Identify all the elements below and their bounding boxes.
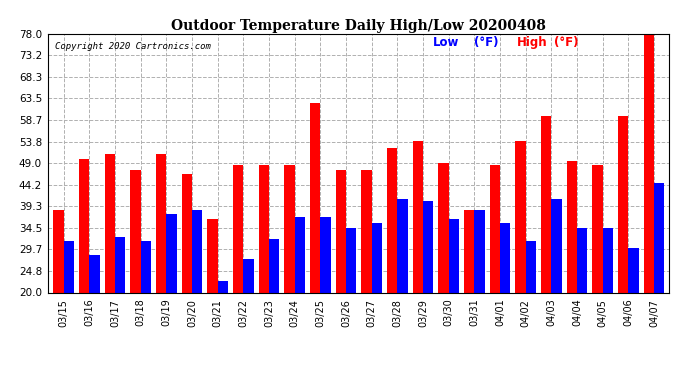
Text: High: High [518, 36, 548, 50]
Bar [448, 219, 459, 375]
Bar [413, 141, 423, 375]
Bar [156, 154, 166, 375]
Bar [362, 170, 372, 375]
Bar [464, 210, 474, 375]
Bar [181, 174, 192, 375]
Bar [346, 228, 356, 375]
Bar [372, 224, 382, 375]
Bar [295, 217, 305, 375]
Bar [269, 239, 279, 375]
Bar [53, 210, 63, 375]
Bar [233, 165, 244, 375]
Bar [551, 199, 562, 375]
Bar [423, 201, 433, 375]
Bar [515, 141, 526, 375]
Bar [618, 116, 628, 375]
Bar [166, 214, 177, 375]
Bar [438, 163, 449, 375]
Bar [397, 199, 408, 375]
Bar [284, 165, 295, 375]
Bar [320, 217, 331, 375]
Title: Outdoor Temperature Daily High/Low 20200408: Outdoor Temperature Daily High/Low 20200… [171, 19, 546, 33]
Bar [500, 224, 510, 375]
Bar [628, 248, 638, 375]
Bar [541, 116, 551, 375]
Bar [115, 237, 126, 375]
Bar [105, 154, 115, 375]
Text: (°F): (°F) [555, 36, 579, 50]
Bar [566, 161, 577, 375]
Bar [244, 259, 254, 375]
Bar [310, 103, 320, 375]
Text: Low: Low [433, 36, 460, 50]
Bar [474, 210, 484, 375]
Bar [259, 165, 269, 375]
Bar [577, 228, 587, 375]
Bar [217, 281, 228, 375]
Bar [63, 241, 74, 375]
Bar [592, 165, 602, 375]
Text: (°F): (°F) [474, 36, 498, 50]
Bar [602, 228, 613, 375]
Bar [336, 170, 346, 375]
Bar [130, 170, 141, 375]
Bar [654, 183, 664, 375]
Text: Copyright 2020 Cartronics.com: Copyright 2020 Cartronics.com [55, 42, 210, 51]
Bar [90, 255, 99, 375]
Bar [644, 34, 654, 375]
Bar [141, 241, 151, 375]
Bar [490, 165, 500, 375]
Bar [526, 241, 536, 375]
Bar [387, 147, 397, 375]
Bar [208, 219, 217, 375]
Bar [79, 159, 90, 375]
Bar [192, 210, 202, 375]
